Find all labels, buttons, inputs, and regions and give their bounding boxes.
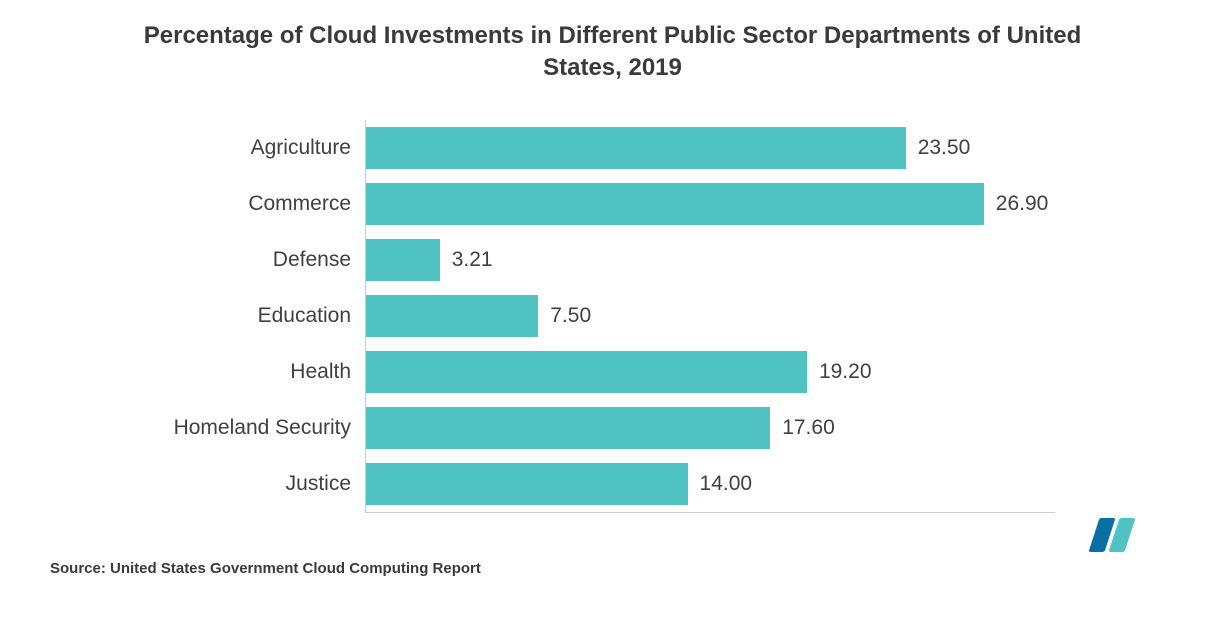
bar-row: Defense 3.21 [170, 232, 1055, 288]
source-text: United States Government Cloud Computing… [110, 560, 481, 577]
category-label: Commerce [170, 192, 365, 216]
bar-track: 3.21 [365, 232, 1055, 288]
category-label: Agriculture [170, 136, 365, 160]
bar [366, 183, 984, 225]
value-label: 26.90 [984, 192, 1049, 216]
bar-track: 7.50 [365, 288, 1055, 344]
bar-row: Commerce 26.90 [170, 176, 1055, 232]
bar-track: 19.20 [365, 344, 1055, 400]
source-prefix: Source: [50, 560, 110, 577]
bar-row: Justice 14.00 [170, 456, 1055, 512]
category-label: Health [170, 360, 365, 384]
bar [366, 351, 807, 393]
bar [366, 295, 538, 337]
category-label: Education [170, 304, 365, 328]
value-label: 19.20 [807, 360, 872, 384]
bar [366, 127, 906, 169]
bar-row: Agriculture 23.50 [170, 120, 1055, 176]
value-label: 14.00 [688, 472, 753, 496]
category-label: Justice [170, 472, 365, 496]
category-label: Defense [170, 248, 365, 272]
bar-row: Education 7.50 [170, 288, 1055, 344]
mordor-logo-icon [1094, 518, 1130, 552]
bar-track: 14.00 [365, 456, 1055, 512]
bar-track: 17.60 [365, 400, 1055, 456]
chart-area: Agriculture 23.50 Commerce 26.90 Defense 3.21… [170, 120, 1055, 512]
bar [366, 407, 770, 449]
bar [366, 239, 440, 281]
value-label: 17.60 [770, 416, 835, 440]
value-label: 3.21 [440, 248, 493, 272]
bar-row: Health 19.20 [170, 344, 1055, 400]
category-label: Homeland Security [170, 416, 365, 440]
bar-track: 23.50 [365, 120, 1055, 176]
bar [366, 463, 688, 505]
value-label: 23.50 [906, 136, 971, 160]
x-axis-line [365, 512, 1055, 513]
chart-title: Percentage of Cloud Investments in Diffe… [138, 20, 1088, 85]
source-attribution: Source: United States Government Cloud C… [50, 560, 481, 577]
bar-row: Homeland Security 17.60 [170, 400, 1055, 456]
bar-track: 26.90 [365, 176, 1055, 232]
value-label: 7.50 [538, 304, 591, 328]
